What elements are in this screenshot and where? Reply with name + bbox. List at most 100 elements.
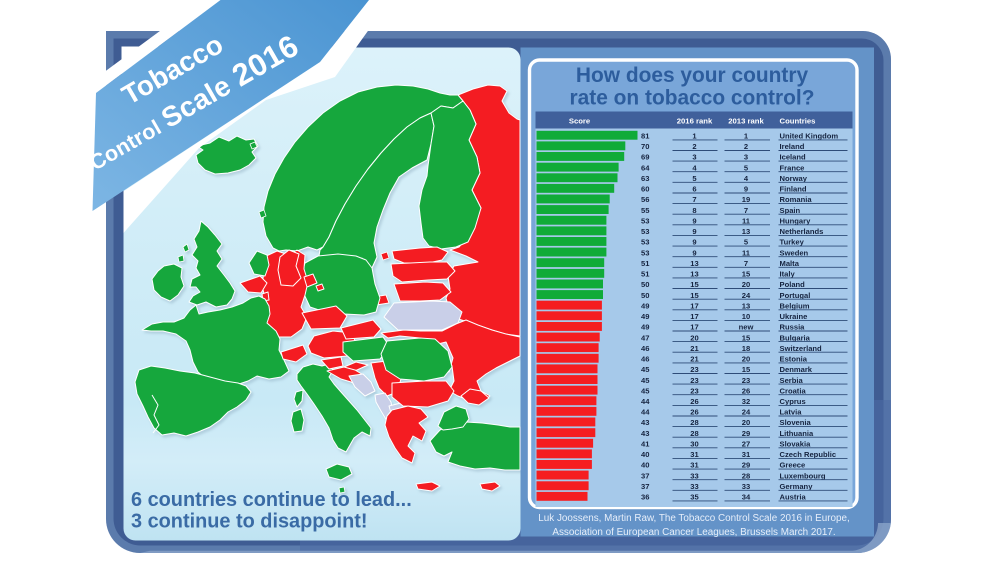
svg-text:Lithuania: Lithuania xyxy=(780,429,815,438)
svg-text:Spain: Spain xyxy=(780,206,801,215)
svg-text:5: 5 xyxy=(744,238,749,247)
svg-text:63: 63 xyxy=(641,174,649,183)
svg-text:Slovenia: Slovenia xyxy=(780,418,812,427)
svg-text:49: 49 xyxy=(641,301,649,310)
svg-text:9: 9 xyxy=(692,248,696,257)
svg-text:Netherlands: Netherlands xyxy=(780,227,824,236)
svg-text:20: 20 xyxy=(742,418,750,427)
svg-text:33: 33 xyxy=(690,482,698,491)
svg-text:5: 5 xyxy=(744,163,749,172)
svg-text:53: 53 xyxy=(641,248,649,257)
svg-text:9: 9 xyxy=(692,217,696,226)
svg-text:4: 4 xyxy=(692,163,697,172)
svg-text:31: 31 xyxy=(690,450,699,459)
svg-text:53: 53 xyxy=(641,227,649,236)
svg-text:Estonia: Estonia xyxy=(780,355,808,364)
svg-text:Bulgaria: Bulgaria xyxy=(780,333,811,342)
svg-text:20: 20 xyxy=(742,280,750,289)
svg-text:Switzerland: Switzerland xyxy=(780,344,823,353)
svg-text:15: 15 xyxy=(690,291,699,300)
svg-text:France: France xyxy=(780,163,805,172)
svg-text:23: 23 xyxy=(690,376,698,385)
svg-text:64: 64 xyxy=(641,163,650,172)
svg-text:5: 5 xyxy=(692,174,697,183)
svg-text:49: 49 xyxy=(641,323,649,332)
svg-text:40: 40 xyxy=(641,450,649,459)
svg-text:15: 15 xyxy=(690,280,699,289)
svg-text:Association of European Cancer: Association of European Cancer Leagues, … xyxy=(552,527,835,538)
svg-text:56: 56 xyxy=(641,195,649,204)
svg-text:3: 3 xyxy=(744,153,748,162)
svg-text:13: 13 xyxy=(742,301,750,310)
svg-text:30: 30 xyxy=(690,440,698,449)
svg-text:rate on tobacco control?: rate on tobacco control? xyxy=(570,87,815,110)
svg-text:Czech Republic: Czech Republic xyxy=(780,450,837,459)
svg-text:36: 36 xyxy=(641,493,649,502)
svg-text:20: 20 xyxy=(742,355,750,364)
svg-text:Poland: Poland xyxy=(780,280,806,289)
svg-text:2: 2 xyxy=(692,142,696,151)
svg-text:44: 44 xyxy=(641,397,650,406)
svg-text:3 continue to disappoint!: 3 continue to disappoint! xyxy=(131,511,367,533)
svg-text:Greece: Greece xyxy=(780,461,806,470)
svg-text:Ukraine: Ukraine xyxy=(780,312,808,321)
svg-text:11: 11 xyxy=(742,217,751,226)
svg-text:34: 34 xyxy=(742,493,751,502)
svg-text:6 countries continue to lead..: 6 countries continue to lead... xyxy=(131,489,412,511)
svg-text:Sweden: Sweden xyxy=(780,248,809,257)
svg-text:37: 37 xyxy=(641,471,649,480)
svg-text:81: 81 xyxy=(641,132,650,141)
svg-text:Denmark: Denmark xyxy=(780,365,813,374)
svg-text:35: 35 xyxy=(690,493,699,502)
svg-text:51: 51 xyxy=(641,259,650,268)
svg-text:32: 32 xyxy=(742,397,750,406)
svg-text:50: 50 xyxy=(641,291,649,300)
svg-text:8: 8 xyxy=(692,206,696,215)
svg-text:44: 44 xyxy=(641,408,650,417)
svg-text:23: 23 xyxy=(690,386,698,395)
svg-text:26: 26 xyxy=(690,408,698,417)
svg-text:21: 21 xyxy=(690,355,699,364)
svg-text:Russia: Russia xyxy=(780,323,806,332)
svg-text:40: 40 xyxy=(641,461,649,470)
svg-text:7: 7 xyxy=(692,195,696,204)
svg-text:29: 29 xyxy=(742,461,750,470)
svg-text:Finland: Finland xyxy=(780,185,807,194)
svg-text:31: 31 xyxy=(690,461,699,470)
svg-text:15: 15 xyxy=(742,333,751,342)
svg-text:28: 28 xyxy=(690,418,698,427)
svg-text:60: 60 xyxy=(641,185,649,194)
svg-text:50: 50 xyxy=(641,280,649,289)
svg-text:Serbia: Serbia xyxy=(780,376,804,385)
svg-text:Luxembourg: Luxembourg xyxy=(780,471,826,480)
svg-text:Malta: Malta xyxy=(780,259,800,268)
svg-text:Austria: Austria xyxy=(780,493,807,502)
svg-text:9: 9 xyxy=(692,238,696,247)
svg-text:41: 41 xyxy=(641,440,650,449)
svg-text:37: 37 xyxy=(641,482,649,491)
svg-text:Turkey: Turkey xyxy=(780,238,805,247)
svg-text:45: 45 xyxy=(641,365,650,374)
svg-text:27: 27 xyxy=(742,440,750,449)
svg-text:70: 70 xyxy=(641,142,649,151)
svg-text:46: 46 xyxy=(641,344,649,353)
svg-text:Slovakia: Slovakia xyxy=(780,440,812,449)
svg-text:45: 45 xyxy=(641,376,650,385)
svg-text:19: 19 xyxy=(742,195,750,204)
svg-text:Romania: Romania xyxy=(780,195,813,204)
svg-text:20: 20 xyxy=(690,333,698,342)
svg-text:Italy: Italy xyxy=(780,270,796,279)
svg-text:10: 10 xyxy=(742,312,750,321)
svg-text:46: 46 xyxy=(641,355,649,364)
svg-text:Ireland: Ireland xyxy=(780,142,805,151)
svg-text:13: 13 xyxy=(742,227,750,236)
svg-text:Germany: Germany xyxy=(780,482,814,491)
svg-text:Cyprus: Cyprus xyxy=(780,397,806,406)
svg-text:3: 3 xyxy=(692,153,696,162)
svg-text:26: 26 xyxy=(690,397,698,406)
svg-text:28: 28 xyxy=(690,429,698,438)
svg-text:51: 51 xyxy=(641,270,650,279)
svg-text:new: new xyxy=(739,323,754,332)
svg-text:23: 23 xyxy=(690,365,698,374)
svg-text:2013 rank: 2013 rank xyxy=(728,117,764,126)
